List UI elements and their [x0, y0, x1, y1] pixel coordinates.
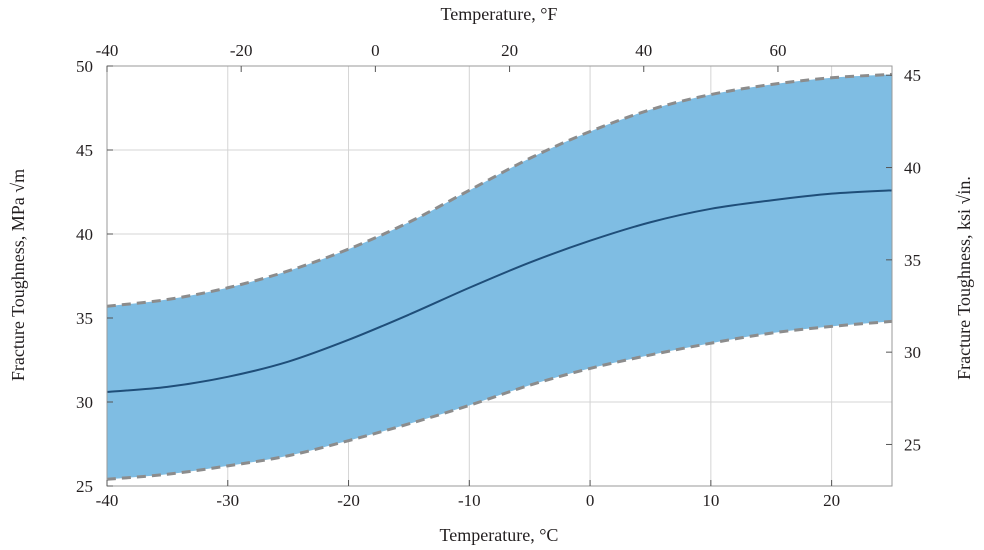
- right-tick-label: 40: [904, 159, 921, 178]
- mean-line: [106, 189, 893, 393]
- bottom-tick-label: 20: [823, 491, 840, 510]
- top-tick-label: 0: [371, 41, 380, 60]
- left-axis-title: Fracture Toughness, MPa √m: [8, 169, 28, 381]
- lower-bound-line: [106, 319, 893, 481]
- left-tick-label: 40: [76, 225, 93, 244]
- left-tick-label: 45: [76, 141, 93, 160]
- left-tick-label: 35: [76, 309, 93, 328]
- top-tick-label: 60: [769, 41, 786, 60]
- right-tick-label: 30: [904, 343, 921, 362]
- right-axis-title: Fracture Toughness, ksi √in.: [954, 176, 974, 380]
- bottom-tick-label: 10: [702, 491, 719, 510]
- upper-bound-line: [106, 72, 893, 308]
- left-tick-label: 50: [76, 57, 93, 76]
- right-tick-label: 45: [904, 66, 921, 85]
- bottom-axis-title: Temperature, °C: [440, 525, 559, 545]
- bottom-tick-label: -30: [216, 491, 239, 510]
- scatter-band: [107, 74, 892, 480]
- bottom-tick-label: -10: [458, 491, 481, 510]
- bottom-tick-label: -40: [96, 491, 119, 510]
- bottom-tick-label: -20: [337, 491, 360, 510]
- left-tick-label: 25: [76, 477, 93, 496]
- left-tick-label: 30: [76, 393, 93, 412]
- top-tick-label: -20: [230, 41, 253, 60]
- bottom-tick-label: 0: [586, 491, 595, 510]
- top-tick-label: 40: [635, 41, 652, 60]
- plot-frame: [106, 65, 893, 487]
- right-tick-label: 35: [904, 251, 921, 270]
- axis-ticks: -40 -30 -20 -10 0 10 20 -40 -20 0 20 40 60 25 30 35 40 45…: [76, 41, 921, 510]
- top-axis-title: Temperature, °F: [441, 4, 558, 24]
- right-tick-label: 25: [904, 435, 921, 454]
- top-tick-label: 20: [501, 41, 518, 60]
- top-tick-label: -40: [96, 41, 119, 60]
